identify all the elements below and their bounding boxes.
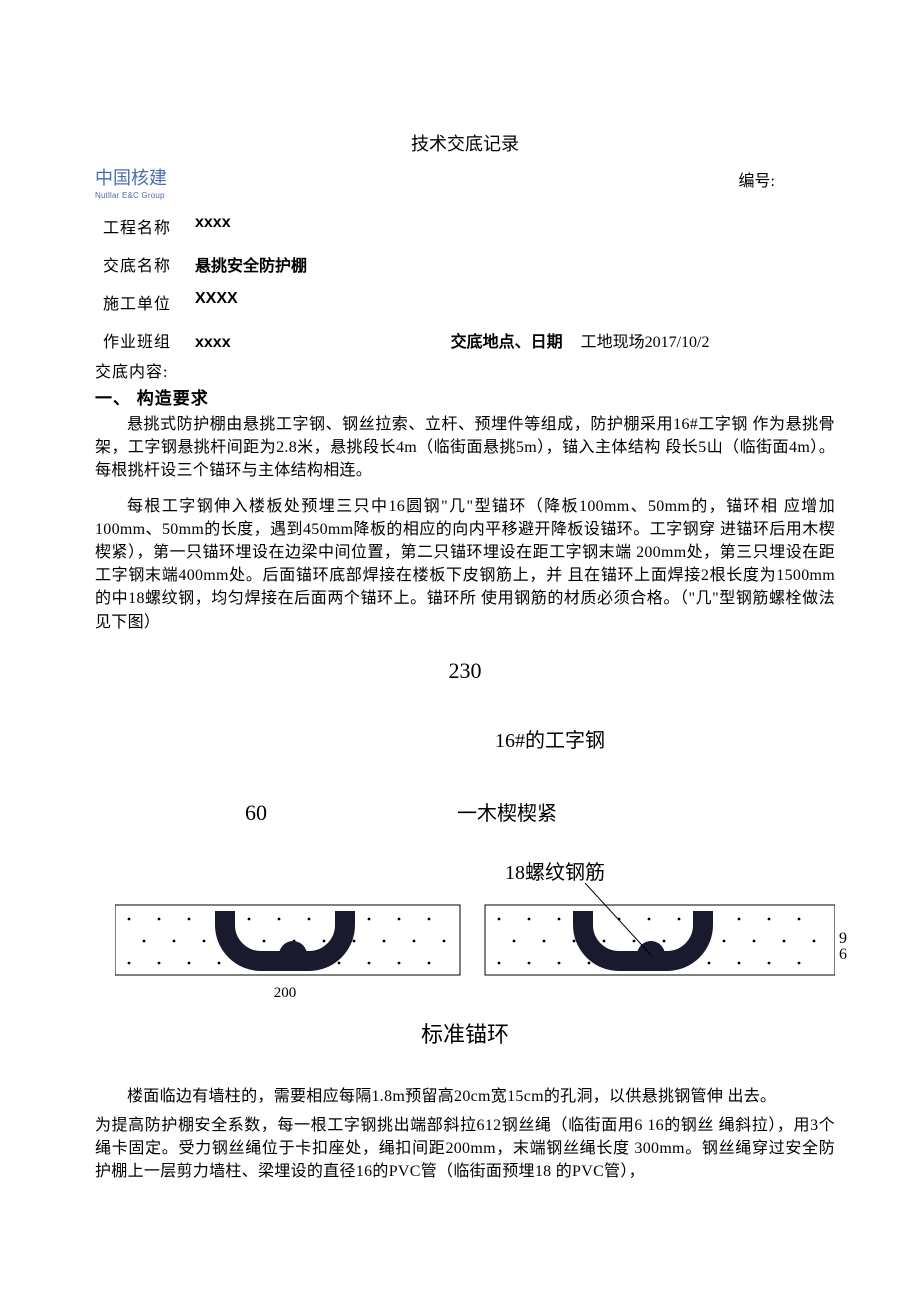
label-place-date: 交底地点、日期 xyxy=(451,328,563,352)
paragraph-3: 楼面临边有墙柱的，需要相应每隔1.8m预留高20cm宽15cm的孔洞，以供悬挑钢… xyxy=(95,1085,835,1108)
label-disclosure: 交底名称 xyxy=(103,252,195,276)
dim-230: 230 xyxy=(115,658,815,684)
label-rebar: 18螺纹钢筋 xyxy=(505,856,815,885)
dim-60: 60 xyxy=(245,800,267,826)
paragraph-4: 为提高防护棚安全系数，每一根工字钢挑出端部斜拉612钢丝绳（临街面用6 16的钢… xyxy=(95,1114,835,1184)
label-team: 作业班组 xyxy=(103,328,195,352)
content-label: 交底内容: xyxy=(95,358,835,382)
row-constructor: 施工单位 XXXX xyxy=(95,290,835,314)
value-disclosure: 悬挑安全防护棚 xyxy=(195,252,307,276)
serial-number: 编号: xyxy=(739,164,835,191)
row-disclosure: 交底名称 悬挑安全防护棚 xyxy=(95,252,835,276)
value-project: xxxx xyxy=(195,214,231,238)
paragraph-1: 悬挑式防护棚由悬挑工字钢、钢丝拉索、立杆、预埋件等组成，防护棚采用16#工字钢 … xyxy=(95,413,835,483)
section-title: 一、 构造要求 xyxy=(95,384,835,409)
value-constructor: XXXX xyxy=(195,290,238,314)
document-title: 技术交底记录 xyxy=(95,130,835,156)
diagram: 230 16#的工字钢 60 一木楔楔紧 18螺纹钢筋 200 9 6 标准锚环 xyxy=(115,658,815,1049)
label-ibeam: 16#的工字钢 xyxy=(495,724,815,753)
dim-right-2: 6 xyxy=(839,947,847,963)
company-name-en: Nutllar E&C Group xyxy=(95,191,167,200)
company-name-cn: 中国核建 xyxy=(95,164,167,190)
value-place-date: 工地现场2017/10/2 xyxy=(581,328,710,352)
label-wedge: 一木楔楔紧 xyxy=(457,797,557,826)
row-team: 作业班组 xxxx 交底地点、日期 工地现场2017/10/2 xyxy=(95,328,835,352)
company-logo: 中国核建 Nutllar E&C Group xyxy=(95,164,167,200)
diagram-caption: 标准锚环 xyxy=(115,1017,815,1049)
header-row: 中国核建 Nutllar E&C Group 编号: xyxy=(95,164,835,200)
anchor-diagram-svg: 200 9 6 xyxy=(115,883,835,1013)
value-team: xxxx xyxy=(195,334,231,352)
svg-text:200: 200 xyxy=(274,985,297,1001)
label-constructor: 施工单位 xyxy=(103,290,195,314)
paragraph-2: 每根工字钢伸入楼板处预埋三只中16圆钢"几"型锚环（降板100mm、50mm的，… xyxy=(95,495,835,634)
row-project: 工程名称 xxxx xyxy=(95,214,835,238)
dim-right-1: 9 xyxy=(839,931,847,947)
label-project: 工程名称 xyxy=(103,214,195,238)
